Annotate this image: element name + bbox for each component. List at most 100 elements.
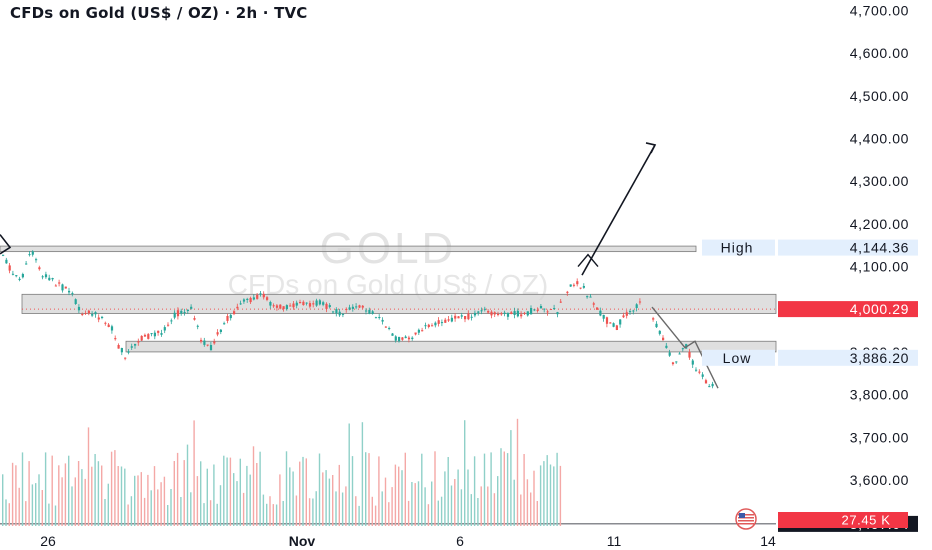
candle-body <box>223 323 226 325</box>
flag-stripe <box>738 517 754 519</box>
volume-bar <box>546 455 548 526</box>
candle-body <box>74 299 77 304</box>
candle-body <box>209 345 213 351</box>
volume-bar <box>249 474 251 526</box>
volume-bar <box>209 500 212 526</box>
candle-body <box>701 374 704 377</box>
volume-bar <box>487 486 489 526</box>
candle-body <box>543 308 546 310</box>
volume-bar <box>25 501 27 526</box>
candle-body <box>688 351 691 358</box>
volume-bar <box>206 468 208 526</box>
candle-body <box>549 309 552 310</box>
x-tick-label: Nov <box>289 533 316 549</box>
candle-body <box>21 274 24 278</box>
candle-body <box>681 348 684 350</box>
volume-bar <box>173 461 175 526</box>
candle-body <box>68 290 71 293</box>
candle-body <box>305 302 308 304</box>
candle-body <box>371 311 374 314</box>
candle-body <box>190 306 193 309</box>
candle-body <box>513 311 516 315</box>
volume-bar <box>51 455 53 526</box>
candle-body <box>378 317 381 318</box>
y-tick-label: 4,400.00 <box>850 131 909 147</box>
level-value: 4,144.36 <box>850 240 909 256</box>
volume-bar <box>355 496 357 526</box>
x-tick-label: 26 <box>40 533 56 549</box>
candle-body <box>483 308 486 310</box>
volume-bar <box>120 466 123 526</box>
candle-body <box>467 313 470 320</box>
candle-body <box>104 322 107 324</box>
price-axis: 4,700.00 4,600.00 4,500.00 4,400.00 4,300.00… <box>702 3 918 532</box>
candle-body <box>704 380 708 384</box>
volume-bar <box>338 464 340 526</box>
volume-bar <box>388 502 390 526</box>
flag-canton <box>739 513 745 518</box>
volume-bar <box>483 453 486 526</box>
candle-body <box>295 302 298 306</box>
candle-body <box>480 310 483 312</box>
candle-body <box>256 295 259 299</box>
volume-bar <box>470 494 472 526</box>
candle-body <box>424 325 427 327</box>
volume-bar <box>147 474 149 526</box>
volume-bar <box>97 461 100 526</box>
candle-body <box>450 317 453 322</box>
candle-body <box>11 273 15 275</box>
candle-body <box>437 320 440 324</box>
candle-body <box>150 333 153 335</box>
candle-body <box>84 313 87 314</box>
candle-body <box>325 303 328 309</box>
arrow-head-up <box>645 142 657 154</box>
volume-bar <box>500 448 502 526</box>
candle-body <box>530 308 533 315</box>
candle-body <box>506 312 510 317</box>
y-tick-label: 4,600.00 <box>850 45 909 61</box>
candle-body <box>404 336 407 339</box>
volume-bar <box>130 496 133 526</box>
candle-body <box>25 263 28 265</box>
candle-body <box>533 309 536 311</box>
candle-body <box>41 276 44 278</box>
candle-body <box>275 305 279 308</box>
candle-body <box>615 325 618 330</box>
volume-bar <box>351 456 354 526</box>
candle-body <box>695 369 698 371</box>
candle-body <box>559 301 562 303</box>
flag-circle <box>735 508 757 530</box>
volume-bar <box>460 489 463 526</box>
candle-body <box>200 339 203 342</box>
volume-bar <box>411 482 413 526</box>
candle-body <box>698 371 701 373</box>
volume-bar <box>163 476 166 526</box>
volume-bar <box>378 456 380 526</box>
candle-body <box>147 334 150 339</box>
volume-bar <box>404 452 406 526</box>
volume-bar <box>5 499 7 526</box>
volume-bar <box>493 493 496 526</box>
candle-body <box>289 305 292 307</box>
volume-bar <box>137 475 139 526</box>
volume-bar <box>213 464 215 526</box>
volume-bar <box>391 487 393 526</box>
volume-bar <box>183 460 185 526</box>
volume-bar <box>41 490 43 526</box>
candle-body <box>236 306 239 309</box>
volume-bar <box>200 461 202 526</box>
flag-stripe <box>738 520 754 522</box>
volume-bar <box>414 483 416 526</box>
candle-body <box>180 310 183 314</box>
level-label: High <box>721 240 754 256</box>
candle-body <box>157 330 160 333</box>
candle-body <box>671 362 675 365</box>
volume-bar <box>332 475 334 526</box>
candle-body <box>490 311 493 316</box>
candle-body <box>341 313 345 315</box>
volume-bar <box>424 487 426 526</box>
volume-bar <box>318 453 321 526</box>
volume-bar <box>371 496 373 526</box>
candle-body <box>619 319 622 325</box>
